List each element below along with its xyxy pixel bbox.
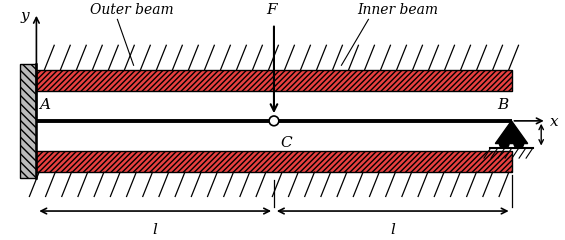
Bar [20,64,36,178]
Text: A: A [39,98,50,112]
Bar [36,150,511,172]
Text: F: F [266,3,277,17]
Bar [36,70,511,91]
Text: y: y [20,9,29,23]
Text: x: x [550,115,559,129]
Circle shape [514,139,524,148]
Text: B: B [498,98,509,112]
Polygon shape [496,121,528,144]
Circle shape [499,139,509,148]
Bar [20,64,36,178]
Text: C: C [280,136,292,150]
Circle shape [269,116,279,126]
Text: Outer beam: Outer beam [90,3,174,17]
Bar [36,150,511,172]
Text: l: l [390,223,395,237]
Bar [36,70,511,91]
Text: Inner beam: Inner beam [358,3,438,17]
Text: l: l [153,223,158,237]
